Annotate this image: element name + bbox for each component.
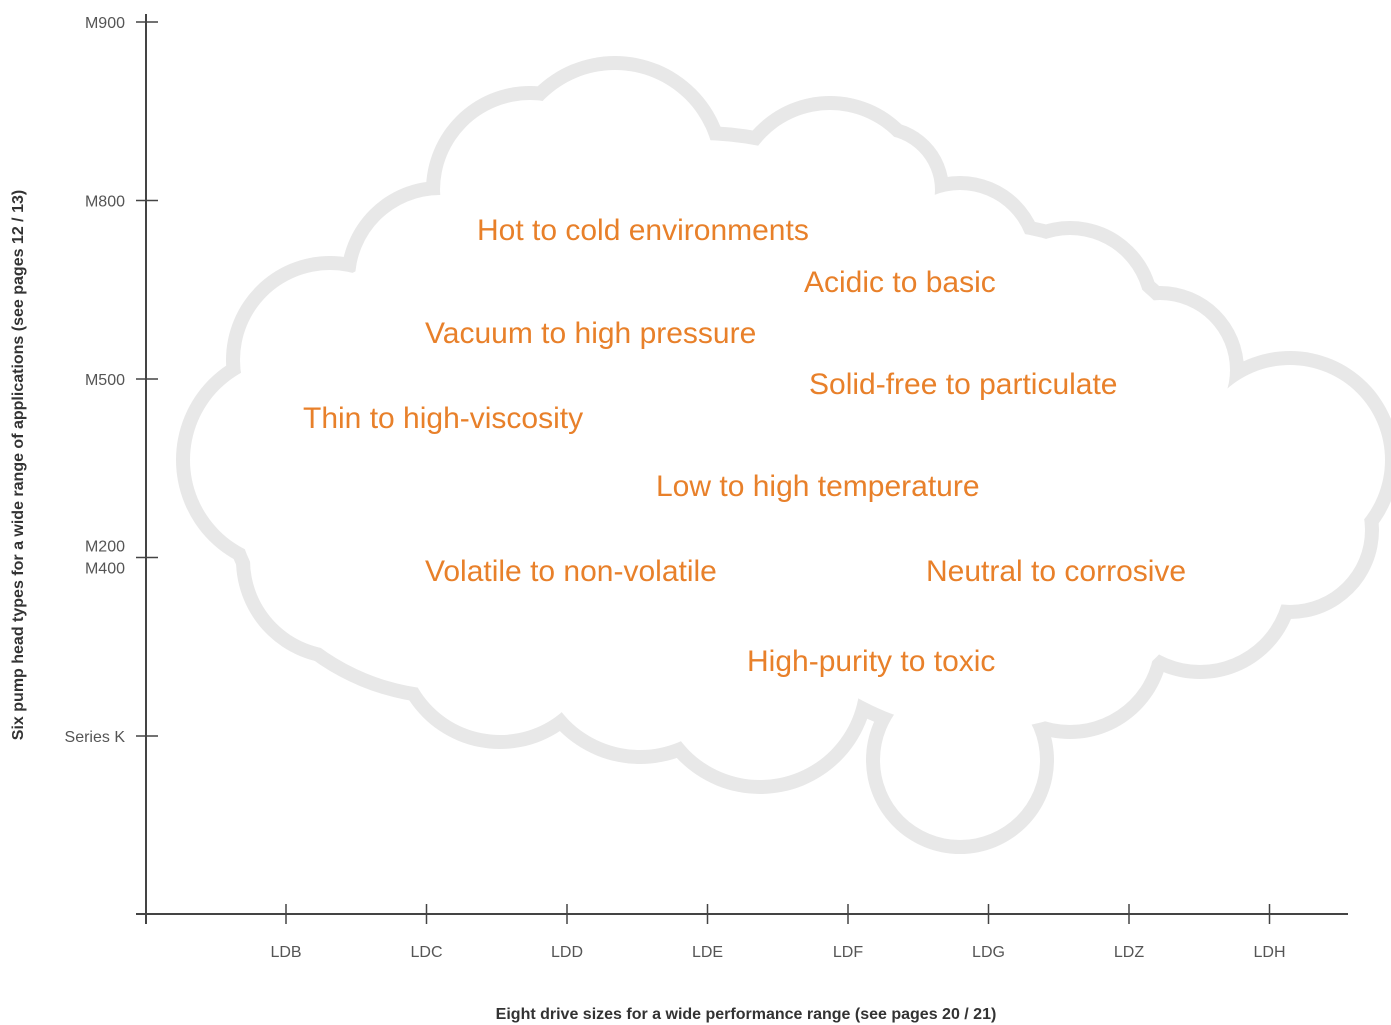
- y-tick-label: M200: [85, 539, 125, 556]
- x-tick-label: LDH: [1253, 944, 1285, 961]
- y-tick-label: Series K: [65, 729, 126, 746]
- x-tick-label: LDD: [551, 944, 583, 961]
- phrase: Hot to cold environments: [477, 214, 809, 247]
- y-tick-label: M900: [85, 15, 125, 32]
- x-axis-label: Eight drive sizes for a wide performance…: [496, 1006, 997, 1023]
- phrase: Thin to high-viscosity: [303, 402, 583, 435]
- phrase: Low to high temperature: [656, 470, 980, 503]
- x-tick-label: LDC: [410, 944, 442, 961]
- x-tick-label: LDG: [972, 944, 1005, 961]
- phrase: Volatile to non-volatile: [425, 555, 717, 588]
- y-tick-label: M400: [85, 561, 125, 578]
- x-tick-label: LDB: [270, 944, 301, 961]
- x-tick-label: LDZ: [1114, 944, 1144, 961]
- phrase: Neutral to corrosive: [926, 555, 1186, 588]
- cloud-lobe: [230, 250, 670, 690]
- y-axis-label: Six pump head types for a wide range of …: [10, 190, 27, 740]
- cloud-fill: [190, 70, 1385, 840]
- phrase: Solid-free to particulate: [809, 368, 1118, 401]
- x-tick-label: LDF: [833, 944, 863, 961]
- diagram: Six pump head types for a wide range of …: [0, 0, 1391, 1025]
- y-tick-label: M500: [85, 372, 125, 389]
- phrase: High-purity to toxic: [747, 645, 995, 678]
- y-tick-label: M800: [85, 194, 125, 211]
- phrase: Acidic to basic: [804, 266, 996, 299]
- phrase: Vacuum to high pressure: [425, 317, 756, 350]
- x-tick-label: LDE: [692, 944, 723, 961]
